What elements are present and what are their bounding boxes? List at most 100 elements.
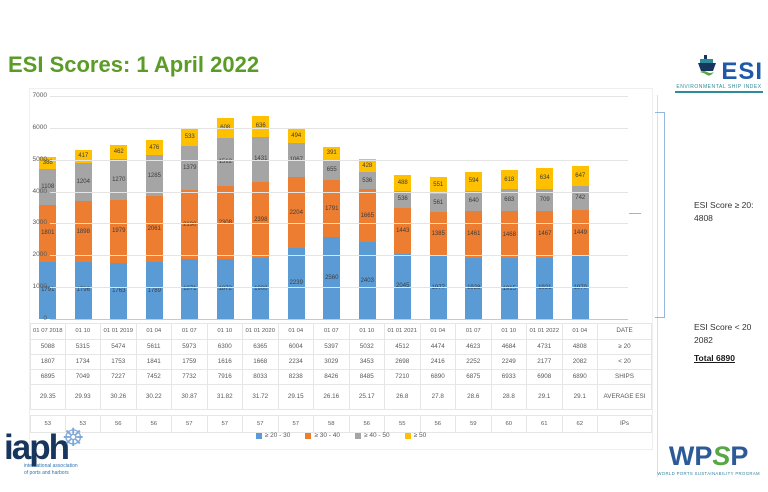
table-cell: 4623 <box>456 340 492 355</box>
stacked-bar: 533 1379 2190 1871 <box>181 128 199 319</box>
annotation-lt20-value: 2082 <box>694 334 713 345</box>
y-axis-tick-label: 7000 <box>32 92 47 99</box>
gridline <box>50 127 628 129</box>
bar-segment: 1900 <box>252 258 270 319</box>
iaph-logo: iaph ☸ international association of port… <box>4 424 124 476</box>
table-cell: 7049 <box>65 370 101 385</box>
table-cell: 5032 <box>349 340 385 355</box>
legend-swatch <box>355 432 361 439</box>
bar-segment: 2190 <box>181 189 199 260</box>
bar-segment: 476 <box>145 140 163 156</box>
bar-segment: 1791 <box>39 261 57 319</box>
bar-segment: 1385 <box>429 211 447 257</box>
table-cell: 1841 <box>136 355 172 370</box>
bar-segment: 1443 <box>394 207 412 254</box>
table-cell: 53 <box>30 415 66 433</box>
table-cell: 29.1 <box>527 385 563 410</box>
table-cell: 2249 <box>491 355 527 370</box>
esi-logo: ESI ENVIRONMENTAL SHIP INDEX <box>675 53 763 93</box>
table-cell: 2082 <box>562 355 598 370</box>
table-cell: 01 01 2022 <box>527 323 563 340</box>
bar-segment: 1468 <box>500 211 518 258</box>
table-cell: 30.26 <box>101 385 137 410</box>
bar-segment: 1461 <box>465 211 483 258</box>
annotation-score-ge20: ESI Score ≥ 20: 4808 <box>694 199 766 225</box>
stacked-bar: 634 709 1467 1921 <box>536 168 554 319</box>
y-axis-tick-label: 1000 <box>32 283 47 291</box>
table-cell: 62 <box>562 415 598 433</box>
table-cell: 29.35 <box>30 385 66 410</box>
bar-segment: 1796 <box>74 261 92 319</box>
table-cell: 2177 <box>527 355 563 370</box>
bar-column: 634 709 1467 1921 <box>527 168 563 319</box>
table-cell: 1807 <box>30 355 66 370</box>
bar-segment: 1204 <box>74 163 92 202</box>
table-cell: 8238 <box>278 370 314 385</box>
legend-item: ≥ 40 - 50 <box>355 432 390 439</box>
y-axis-tick-label: 3000 <box>32 219 47 227</box>
annotation-ge20-value: 4808 <box>694 212 713 223</box>
bar-segment: 391 <box>323 147 341 160</box>
table-cell: 57 <box>243 415 279 433</box>
legend-label: ≥ 50 <box>413 432 427 439</box>
bar-segment: 1467 <box>536 211 554 258</box>
stacked-bar: 391 655 1791 2560 <box>323 147 341 319</box>
table-cell: 7916 <box>207 370 243 385</box>
stacked-bar: 594 640 1461 1928 <box>465 171 483 319</box>
table-cell: 56 <box>349 415 385 433</box>
stacked-bar: 636143123981900 <box>252 116 270 319</box>
bar-segment: 2061 <box>145 196 163 263</box>
table-cell: 01 07 <box>314 323 350 340</box>
bar-segment: 417 <box>74 149 92 163</box>
table-cell: 1734 <box>65 355 101 370</box>
table-cell: 29.15 <box>278 385 314 410</box>
chart-legend: ≥ 20 - 30 ≥ 30 - 40 ≥ 40 - 50 ≥ 50 <box>30 432 652 439</box>
table-cell: 2252 <box>456 355 492 370</box>
bar-segment: 1512 <box>216 137 234 186</box>
bar-segment: 742 <box>571 186 589 211</box>
table-cell: 01 01 2020 <box>243 323 279 340</box>
stacked-bar: 388 1108 1801 1791 <box>39 156 57 319</box>
bar-segment: 647 <box>571 165 589 187</box>
stacked-bar: 417 1204 1898 1796 <box>74 149 92 319</box>
table-cell: 31.82 <box>207 385 243 410</box>
table-cell: 1759 <box>172 355 208 370</box>
bar-column: 428 536 1665 2403 <box>350 158 386 319</box>
annotation-lt20-label: ESI Score < 20 <box>694 322 752 332</box>
table-cell: 3029 <box>314 355 350 370</box>
bar-segment: 594 <box>465 171 483 191</box>
gridline <box>50 287 628 289</box>
bar-segment: 1871 <box>181 259 199 319</box>
table-cell: 25.17 <box>349 385 385 410</box>
table-cell: 01 10 <box>65 323 101 340</box>
table-row-label: IPs <box>598 415 652 433</box>
bar-column: 48853614432045 <box>385 175 421 319</box>
bar-segment: 1898 <box>74 201 92 262</box>
stacked-bar: 428 536 1665 2403 <box>358 158 376 319</box>
iaph-subtitle-line1: international association <box>24 463 78 469</box>
table-cell: 01 10 <box>207 323 243 340</box>
bar-column: 55156113851977 <box>421 176 457 319</box>
annotation-ge20-label: ESI Score ≥ 20: <box>694 200 754 210</box>
bar-segment: 1915 <box>500 258 518 319</box>
bar-segment: 634 <box>536 168 554 189</box>
bar-segment: 2403 <box>358 242 376 319</box>
bar-segment: 533 <box>181 128 199 146</box>
gridline <box>50 191 628 193</box>
esi-stacked-bar-chart: 388 1108 1801 1791 417 1204 1898 1796 462 1270 197… <box>29 88 653 450</box>
table-cell: 01 04 <box>562 323 598 340</box>
legend-swatch <box>255 432 262 439</box>
table-cell: 2416 <box>420 355 456 370</box>
bar-segment: 1872 <box>216 259 234 319</box>
bar-column: 391 655 1791 2560 <box>314 147 350 319</box>
table-cell: 4808 <box>562 340 598 355</box>
table-cell: 29.1 <box>562 385 598 410</box>
table-cell: 7210 <box>385 370 421 385</box>
table-cell: 5315 <box>65 340 101 355</box>
bar-column: 462 1270 1979 1763 <box>101 144 137 319</box>
bar-column: 533 1379 2190 1871 <box>172 128 208 319</box>
chart-plot-area: 388 1108 1801 1791 417 1204 1898 1796 462 1270 197… <box>30 96 598 319</box>
legend-label: ≥ 20 - 30 <box>264 432 291 439</box>
table-cell: 1668 <box>243 355 279 370</box>
bar-column: 618 683 1468 1915 <box>492 169 528 319</box>
